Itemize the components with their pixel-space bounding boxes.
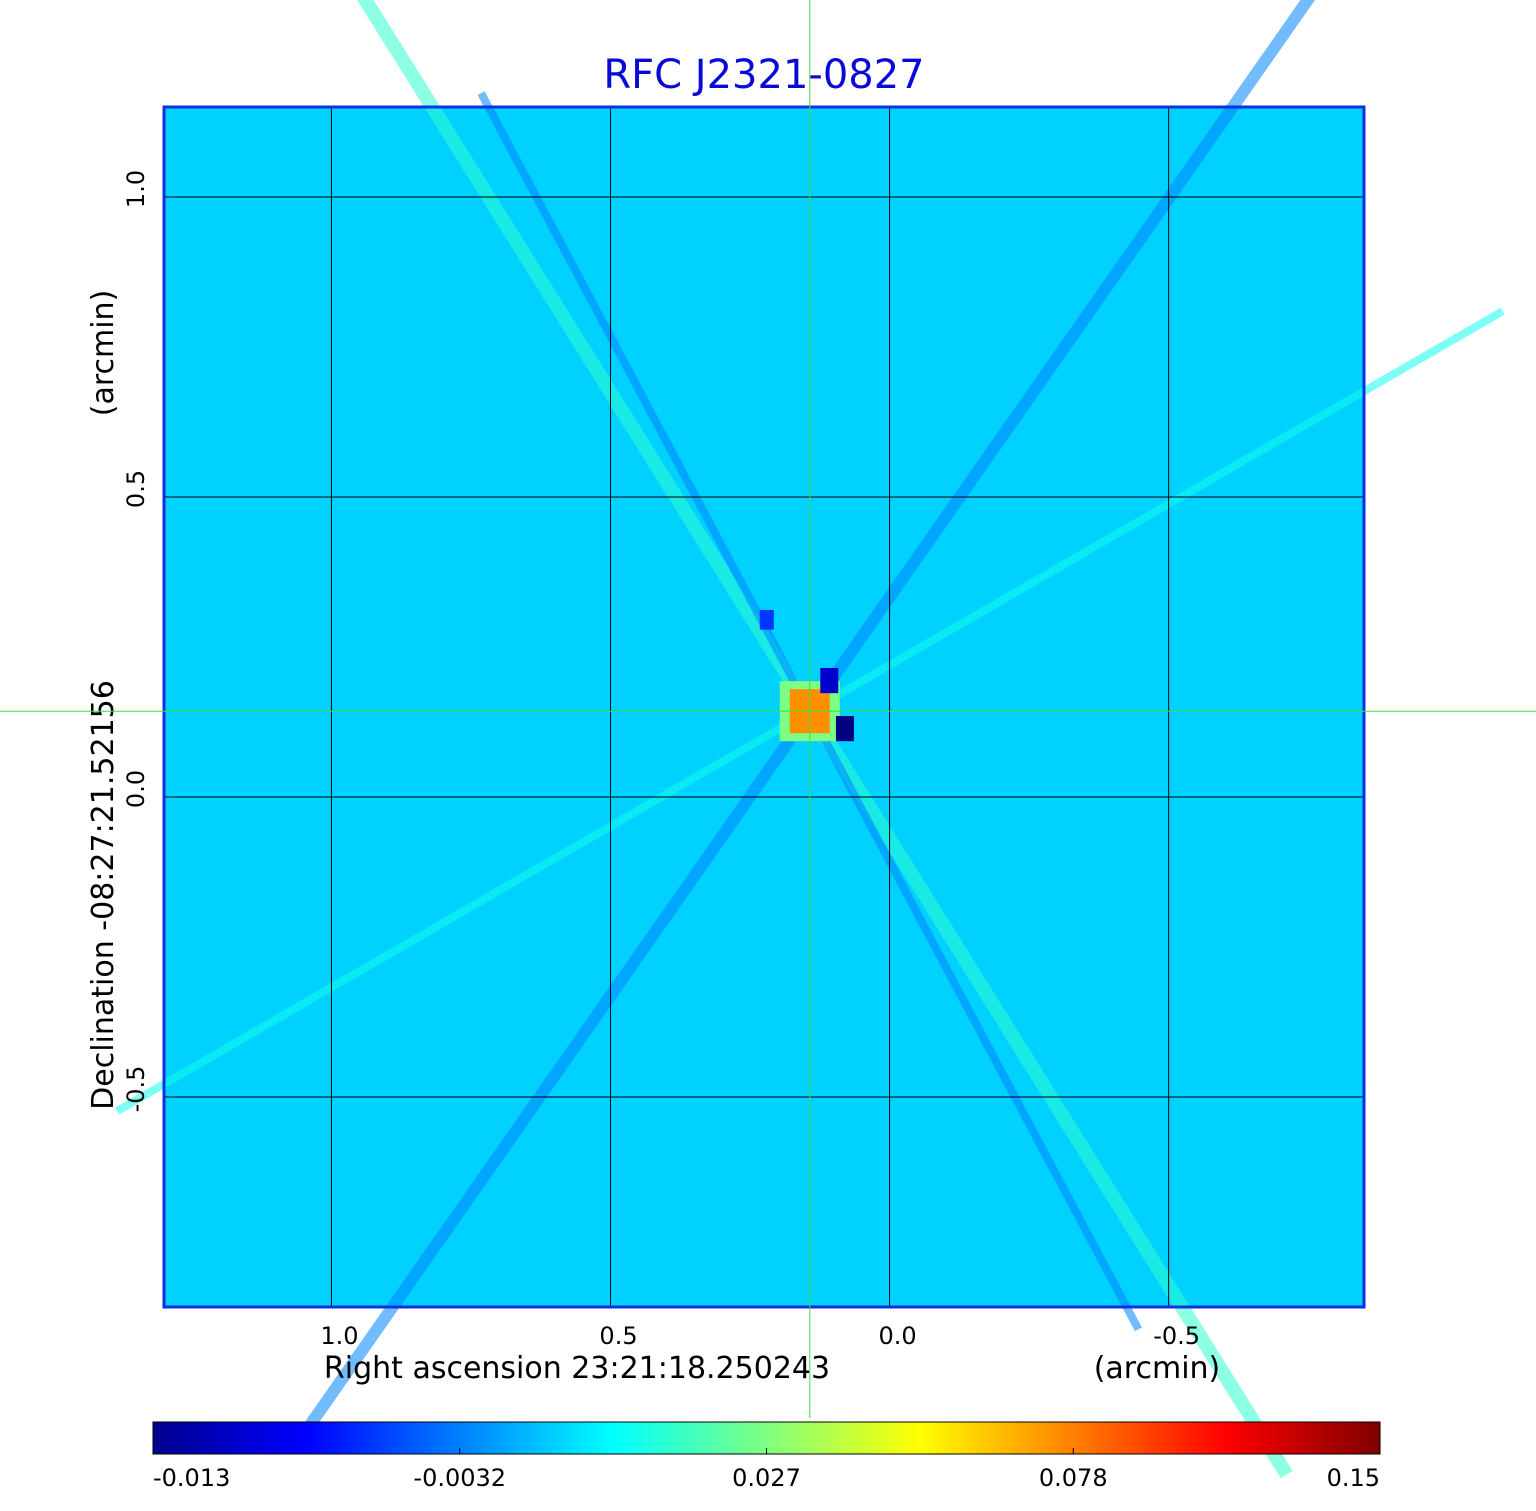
x-ticks: 1.0 0.5 0.0 -0.5 (320, 1322, 1200, 1350)
colorbar-tick-label: 0.078 (1039, 1464, 1108, 1492)
colorbar-tick-label: -0.013 (153, 1464, 230, 1492)
y-axis-unit: (arcmin) (86, 290, 121, 417)
colorbar-tick-label: 0.15 (1327, 1464, 1380, 1492)
colorbar-tick-label: 0.027 (732, 1464, 801, 1492)
y-tick-label: 0.5 (122, 470, 150, 508)
x-tick-label: -0.5 (1153, 1322, 1200, 1350)
x-tick-label: 1.0 (320, 1322, 358, 1350)
x-tick-label: 0.5 (599, 1322, 637, 1350)
crosshair (0, 0, 1536, 1418)
plot-frame (162, 105, 1366, 1309)
x-axis-unit: (arcmin) (1094, 1351, 1221, 1386)
negative-lobe (835, 716, 854, 742)
grid (164, 107, 1364, 1307)
colorbar-ticks: -0.013 -0.0032 0.027 0.078 0.15 (152, 1448, 1381, 1492)
image-background (164, 107, 1364, 1307)
y-ticks: 1.0 0.5 0.0 -0.5 (122, 170, 150, 1113)
x-axis-label: Right ascension 23:21:18.250243 (324, 1351, 830, 1386)
negative-lobe (759, 610, 774, 630)
y-axis-label: Declination -08:27:21.52156 (86, 680, 121, 1110)
colorbar-tick-label: -0.0032 (413, 1464, 506, 1492)
negative-lobe (820, 668, 839, 694)
chart-title: RFC J2321-0827 (603, 52, 924, 98)
image-plot (114, 0, 1505, 1479)
x-tick-label: 0.0 (878, 1322, 916, 1350)
y-tick-label: -0.5 (122, 1066, 150, 1113)
colorbar: -0.013 -0.0032 0.027 0.078 0.15 (152, 1421, 1381, 1492)
y-tick-label: 0.0 (122, 770, 150, 808)
y-tick-label: 1.0 (122, 170, 150, 208)
